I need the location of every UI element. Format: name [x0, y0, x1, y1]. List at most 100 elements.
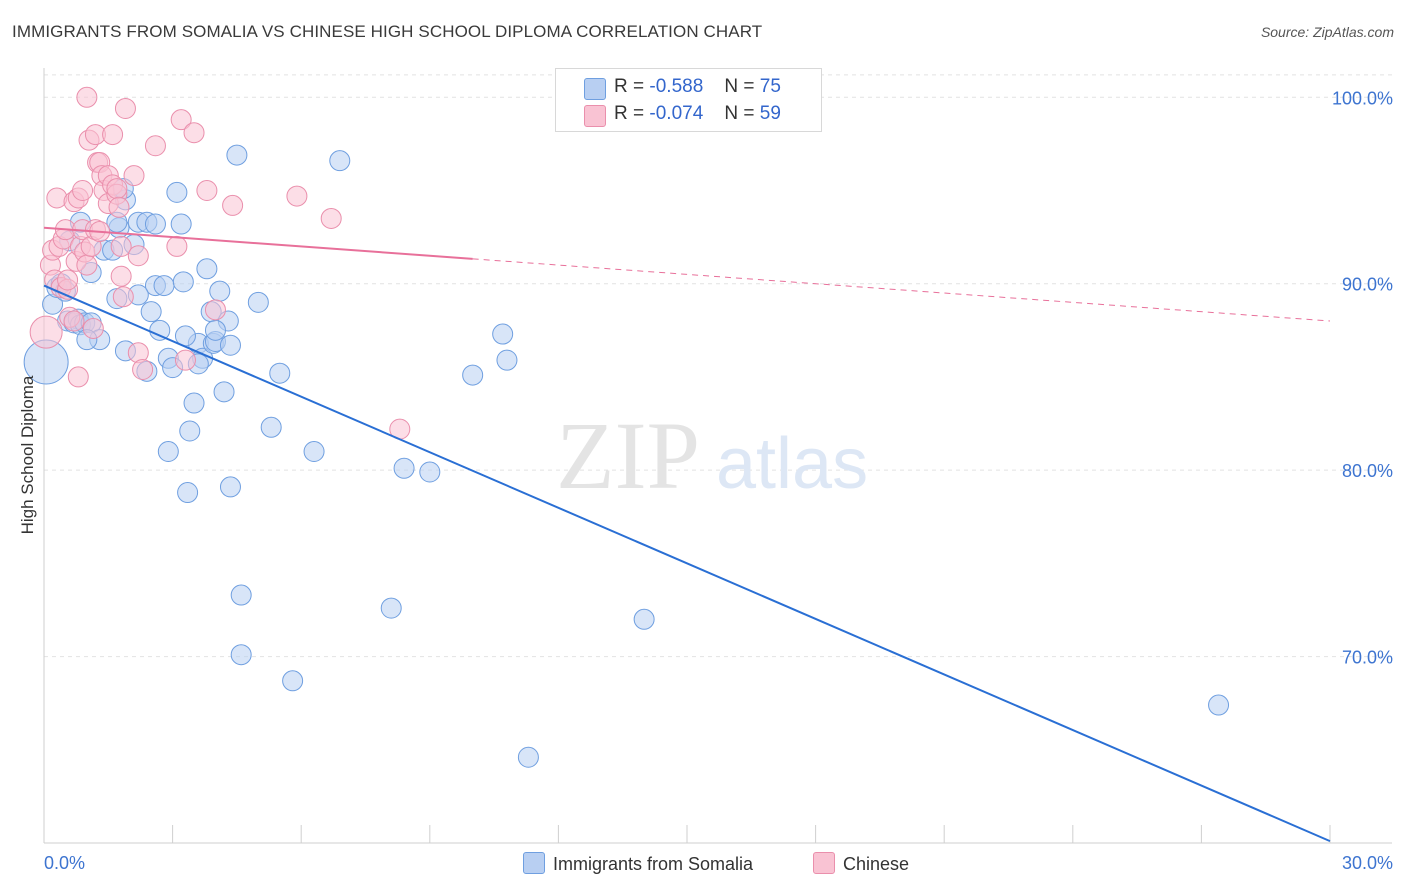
point-somalia	[269, 362, 291, 384]
points-layer	[23, 86, 1230, 768]
point-somalia	[213, 381, 235, 403]
point-somalia	[517, 746, 539, 768]
point-somalia	[179, 420, 201, 442]
point-somalia	[177, 482, 199, 504]
point-chinese	[320, 207, 342, 229]
point-chinese	[183, 122, 205, 144]
point-chinese	[196, 180, 218, 201]
point-somalia	[183, 392, 205, 414]
point-somalia	[157, 441, 179, 462]
point-chinese	[57, 269, 79, 291]
point-somalia	[247, 291, 269, 313]
series-legend-chinese: Chinese	[813, 852, 909, 875]
point-somalia	[496, 349, 518, 371]
point-chinese	[204, 299, 226, 321]
point-somalia	[196, 258, 218, 280]
gridlines	[44, 74, 1392, 658]
legend-r-label: R =	[614, 103, 645, 124]
stats-legend: R = -0.588 N = 75 R = -0.074 N = 59	[555, 68, 822, 132]
trend-lines	[43, 226, 1331, 843]
trend-line-chinese	[43, 226, 473, 260]
y-tick-label: 80.0%	[1342, 461, 1393, 481]
point-chinese	[82, 317, 104, 339]
watermark-atlas: atlas	[716, 424, 868, 504]
legend-n-value-chinese: 59	[759, 103, 781, 124]
point-chinese	[123, 165, 145, 187]
point-chinese	[76, 254, 98, 276]
legend-r-value-chinese: -0.074	[649, 103, 704, 124]
point-chinese	[76, 86, 98, 108]
chart-title: IMMIGRANTS FROM SOMALIA VS CHINESE HIGH …	[12, 22, 763, 41]
point-chinese	[127, 245, 149, 267]
legend-n-label: N =	[724, 103, 755, 124]
point-somalia	[149, 319, 171, 341]
point-somalia	[260, 416, 282, 438]
point-somalia	[230, 584, 252, 606]
y-tick-label: 90.0%	[1342, 275, 1393, 295]
tick-labels: 70.0% 80.0% 90.0% 100.0% 0.0% 30.0%	[44, 88, 1393, 873]
axes	[43, 68, 1392, 844]
point-somalia	[303, 441, 325, 462]
point-chinese	[114, 97, 136, 119]
point-somalia	[166, 181, 188, 203]
point-somalia	[219, 476, 241, 498]
point-chinese	[222, 194, 244, 216]
point-chinese	[108, 196, 130, 218]
point-chinese	[72, 180, 94, 201]
legend-r-value-somalia: -0.588	[649, 76, 704, 97]
point-somalia	[226, 144, 248, 166]
point-somalia	[204, 319, 226, 341]
point-chinese	[286, 185, 308, 207]
point-somalia	[144, 213, 166, 235]
point-somalia	[492, 323, 514, 345]
point-somalia	[462, 364, 484, 386]
y-axis-label: High School Diploma	[18, 375, 37, 535]
point-chinese	[166, 235, 188, 257]
legend-swatch-chinese	[584, 105, 606, 127]
y-tick-label: 70.0%	[1342, 648, 1393, 668]
point-chinese	[110, 235, 132, 257]
point-chinese	[29, 315, 63, 349]
point-chinese	[63, 310, 85, 332]
point-somalia	[172, 271, 194, 293]
point-somalia	[153, 275, 175, 297]
point-chinese	[102, 124, 124, 146]
legend-r-label: R =	[614, 76, 645, 97]
legend-n-label: N =	[724, 76, 755, 97]
point-somalia	[393, 457, 415, 479]
x-tick-label-max: 30.0%	[1342, 853, 1393, 873]
point-somalia	[419, 461, 441, 483]
point-chinese	[67, 366, 89, 388]
y-tick-label: 100.0%	[1332, 88, 1393, 108]
point-somalia	[140, 301, 162, 323]
point-somalia	[230, 644, 252, 666]
point-somalia	[1208, 694, 1230, 716]
series-swatch-somalia	[523, 852, 545, 874]
point-somalia	[633, 608, 655, 630]
series-swatch-chinese	[813, 852, 835, 874]
point-somalia	[282, 670, 304, 692]
point-chinese	[112, 286, 134, 308]
point-chinese	[174, 349, 196, 371]
series-legend-somalia: Immigrants from Somalia	[523, 852, 753, 875]
point-somalia	[170, 213, 192, 235]
trend-line-chinese-extrapolated	[472, 258, 1331, 322]
point-chinese	[144, 135, 166, 157]
legend-swatch-somalia	[584, 78, 606, 100]
source-label: Source: ZipAtlas.com	[1260, 24, 1394, 40]
trend-line-somalia	[43, 284, 1331, 843]
point-chinese	[46, 187, 68, 209]
series-name-somalia: Immigrants from Somalia	[553, 854, 754, 874]
point-chinese	[106, 178, 128, 200]
point-somalia	[219, 334, 241, 356]
point-chinese	[110, 265, 132, 287]
point-somalia	[329, 150, 351, 172]
series-name-chinese: Chinese	[843, 854, 910, 874]
legend-n-value-somalia: 75	[759, 76, 781, 97]
watermark-zip: ZIP	[556, 402, 700, 509]
point-chinese	[170, 109, 192, 131]
point-chinese	[132, 358, 154, 380]
point-somalia	[380, 597, 402, 619]
point-somalia	[209, 280, 231, 302]
